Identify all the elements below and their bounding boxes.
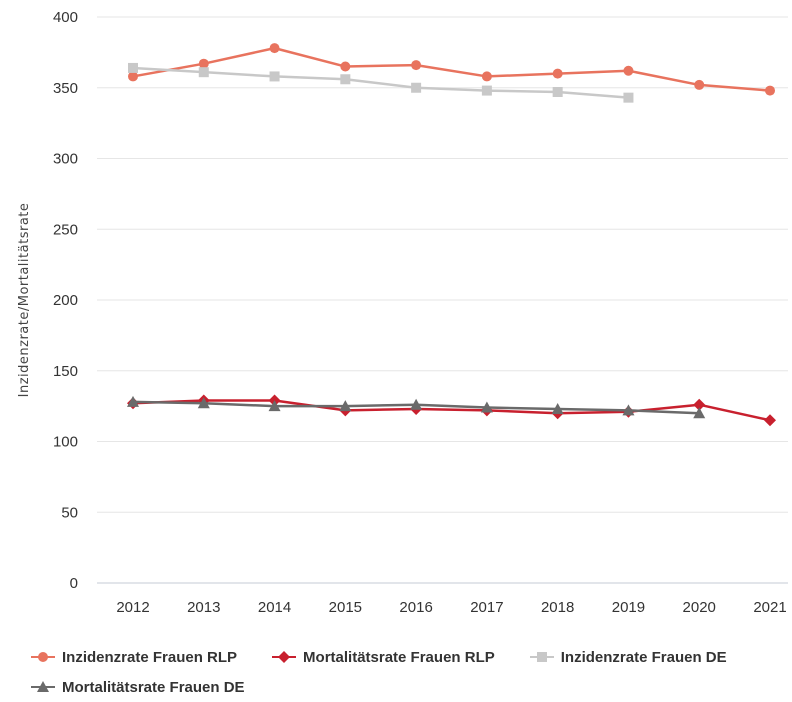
data-point: [128, 71, 138, 82]
data-point: [693, 407, 706, 419]
y-tick-label: 350: [53, 80, 78, 97]
data-point: [128, 62, 138, 73]
y-axis-label: Inzidenzrate/Mortalitätsrate: [17, 203, 32, 398]
data-point: [269, 71, 280, 82]
y-tick-label: 400: [53, 9, 78, 26]
y-tick-label: 0: [70, 575, 78, 592]
data-point: [410, 398, 423, 410]
triangle-marker-icon: [31, 681, 55, 692]
data-point: [693, 398, 706, 411]
data-point: [198, 58, 209, 69]
x-tick-label: 2017: [470, 599, 503, 616]
legend: Inzidenzrate Frauen RLP Mortalitätsrate …: [30, 642, 790, 702]
y-tick-label: 100: [53, 434, 78, 451]
x-axis-ticks: 2012 2013 2014 2015 2016 2017 2018 2019 2020 2021: [116, 599, 786, 616]
data-point: [127, 395, 139, 407]
series-inzidenzrate-frauen-de: [128, 62, 634, 103]
data-point: [694, 79, 705, 90]
legend-label: Mortalitätsrate Frauen RLP: [303, 648, 495, 666]
x-tick-label: 2015: [329, 599, 362, 616]
x-tick-label: 2016: [399, 599, 432, 616]
diamond-marker-icon: [272, 651, 297, 663]
series-inzidenzrate-frauen-rlp: [128, 43, 775, 96]
square-marker-icon: [529, 652, 554, 662]
data-point: [269, 43, 280, 54]
y-tick-label: 150: [53, 363, 78, 380]
x-tick-label: 2018: [541, 599, 574, 616]
legend-label: Mortalitätsrate Frauen DE: [62, 678, 245, 696]
data-point: [623, 65, 634, 76]
y-tick-label: 250: [53, 221, 78, 238]
y-tick-label: 50: [61, 504, 78, 521]
legend-item-inzidenzrate-frauen-rlp[interactable]: Inzidenzrate Frauen RLP: [30, 649, 237, 666]
data-point: [197, 397, 210, 409]
data-point: [268, 400, 281, 412]
data-point: [623, 92, 634, 103]
data-point: [481, 85, 492, 96]
legend-row-1: Inzidenzrate Frauen RLP Mortalitätsrate …: [30, 642, 790, 672]
series-line: [132, 399, 771, 422]
legend-item-mortalitatsrate-frauen-rlp[interactable]: Mortalitätsrate Frauen RLP: [271, 649, 495, 666]
data-point: [481, 71, 492, 82]
x-tick-label: 2019: [612, 599, 645, 616]
legend-label: Inzidenzrate Frauen DE: [560, 648, 727, 666]
data-point: [339, 400, 352, 412]
series-line: [132, 46, 771, 92]
x-tick-label: 2014: [258, 599, 291, 616]
grid-lines: [97, 16, 788, 584]
legend-row-2: Mortalitätsrate Frauen DE: [30, 672, 790, 702]
data-point: [552, 86, 563, 97]
data-point: [622, 404, 635, 416]
legend-item-mortalitatsrate-frauen-de[interactable]: Mortalitätsrate Frauen DE: [30, 679, 245, 696]
legend-item-inzidenzrate-frauen-de[interactable]: Inzidenzrate Frauen DE: [529, 649, 727, 666]
y-tick-label: 300: [53, 151, 78, 168]
data-point: [411, 82, 422, 93]
data-point: [765, 85, 775, 96]
y-axis-ticks: 0 50 100 150 200 250 300 350 400: [53, 9, 78, 592]
x-tick-label: 2013: [187, 599, 220, 616]
series-mortalitatsrate-frauen-rlp: [127, 394, 776, 427]
legend-label: Inzidenzrate Frauen RLP: [62, 648, 238, 666]
data-point: [552, 68, 563, 79]
x-tick-label: 2021: [753, 599, 786, 616]
data-point: [764, 414, 776, 427]
x-tick-label: 2020: [683, 599, 716, 616]
x-tick-label: 2012: [116, 599, 149, 616]
series-mortalitatsrate-frauen-de: [127, 395, 706, 419]
circle-marker-icon: [31, 652, 55, 662]
data-point: [551, 402, 564, 414]
y-tick-label: 200: [53, 292, 78, 309]
data-point: [198, 67, 209, 78]
series-line: [132, 66, 629, 99]
series-group: [127, 43, 776, 427]
data-point: [340, 74, 351, 85]
data-point: [480, 401, 493, 413]
data-point: [340, 61, 351, 72]
data-point: [411, 60, 422, 71]
